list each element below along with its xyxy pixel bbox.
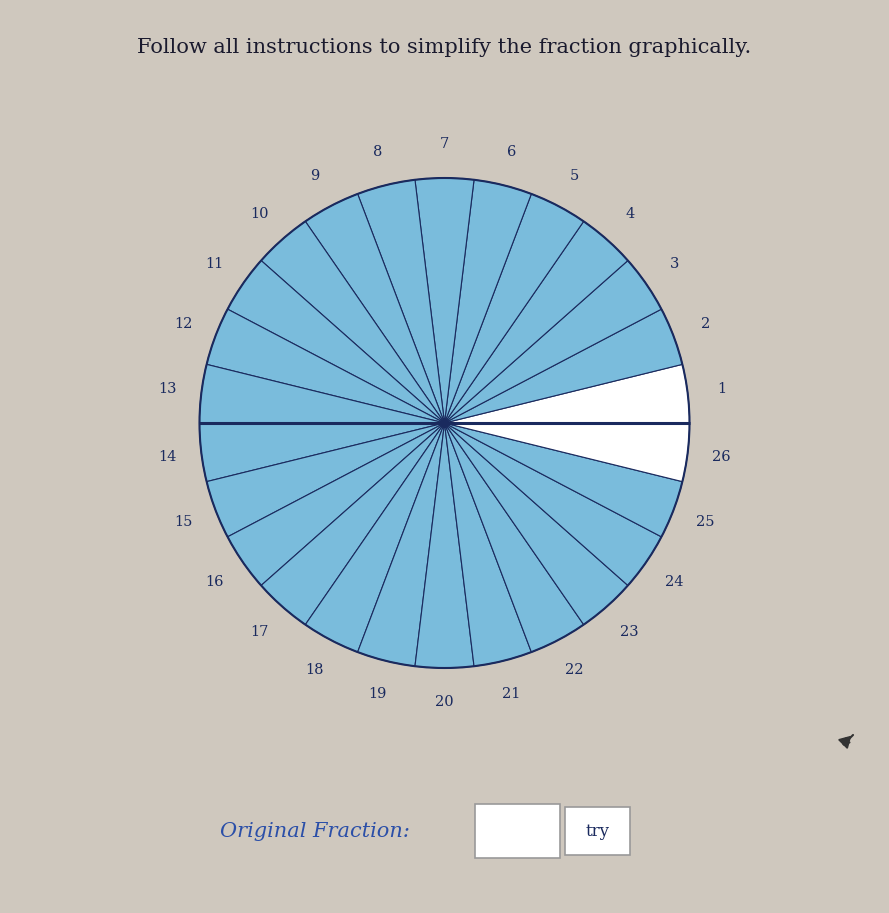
Text: 19: 19	[368, 687, 387, 701]
Text: 12: 12	[174, 317, 193, 331]
Text: 9: 9	[310, 169, 319, 183]
Text: 15: 15	[174, 515, 193, 529]
Text: 25: 25	[696, 515, 715, 529]
Wedge shape	[444, 221, 628, 423]
Text: 17: 17	[250, 625, 268, 639]
Text: 21: 21	[502, 687, 521, 701]
Wedge shape	[228, 423, 444, 585]
Text: 16: 16	[205, 574, 224, 589]
Wedge shape	[444, 423, 532, 666]
Text: 23: 23	[621, 625, 639, 639]
Text: try: try	[586, 823, 610, 839]
Wedge shape	[444, 423, 661, 585]
Wedge shape	[199, 423, 444, 482]
Wedge shape	[444, 310, 683, 423]
Wedge shape	[444, 423, 628, 624]
Text: 11: 11	[205, 257, 224, 271]
Wedge shape	[444, 423, 690, 482]
Text: 10: 10	[250, 207, 268, 221]
Wedge shape	[261, 221, 444, 423]
Wedge shape	[444, 180, 532, 423]
Text: 8: 8	[373, 145, 382, 159]
Wedge shape	[444, 260, 661, 423]
Wedge shape	[228, 260, 444, 423]
Text: 7: 7	[440, 137, 449, 151]
Text: Original Fraction:: Original Fraction:	[220, 822, 410, 841]
Wedge shape	[415, 178, 474, 423]
Wedge shape	[415, 423, 474, 668]
Wedge shape	[305, 423, 444, 652]
Wedge shape	[444, 194, 584, 423]
Wedge shape	[199, 364, 444, 423]
Text: 5: 5	[570, 169, 579, 183]
Text: 3: 3	[669, 257, 679, 271]
Wedge shape	[444, 423, 683, 537]
Text: 24: 24	[665, 574, 684, 589]
Wedge shape	[444, 364, 690, 423]
Text: Follow all instructions to simplify the fraction graphically.: Follow all instructions to simplify the …	[138, 38, 751, 57]
Wedge shape	[261, 423, 444, 624]
Text: 4: 4	[625, 207, 635, 221]
Text: 2: 2	[701, 317, 710, 331]
Text: 6: 6	[507, 145, 516, 159]
Wedge shape	[357, 423, 444, 666]
FancyBboxPatch shape	[565, 807, 630, 855]
Wedge shape	[206, 310, 444, 423]
Wedge shape	[357, 180, 444, 423]
Text: 1: 1	[717, 383, 726, 396]
Text: 18: 18	[306, 664, 324, 677]
Wedge shape	[444, 423, 584, 652]
FancyBboxPatch shape	[475, 804, 560, 858]
Text: 22: 22	[565, 664, 583, 677]
Wedge shape	[206, 423, 444, 537]
Text: 14: 14	[158, 450, 176, 464]
Wedge shape	[305, 194, 444, 423]
Text: 13: 13	[158, 383, 177, 396]
Text: 20: 20	[436, 696, 453, 709]
Text: 26: 26	[712, 450, 731, 464]
